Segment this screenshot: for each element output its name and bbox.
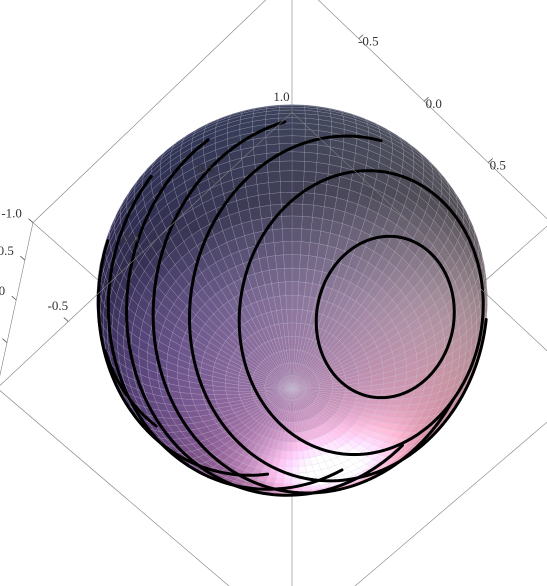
axis-tick-label: 0.5: [197, 160, 213, 175]
axis-tick-label: -0.5: [0, 243, 14, 258]
axis-tick-label: 0.5: [490, 157, 506, 172]
axis-tick-label: 0.0: [0, 283, 5, 298]
sphere-3d-plot: -1.0-0.50.00.51.0-1.0-0.50.00.51.0-1.0-0…: [0, 0, 547, 586]
axis-tick-label: 1.0: [273, 89, 289, 104]
axis-tick-label: -0.5: [48, 298, 69, 313]
axis-tick-label: 0.0: [123, 230, 139, 245]
axis-tick-label: 0.0: [426, 96, 442, 111]
axis-tick-label: -1.0: [1, 206, 22, 221]
axis-tick-label: -0.5: [358, 33, 379, 48]
